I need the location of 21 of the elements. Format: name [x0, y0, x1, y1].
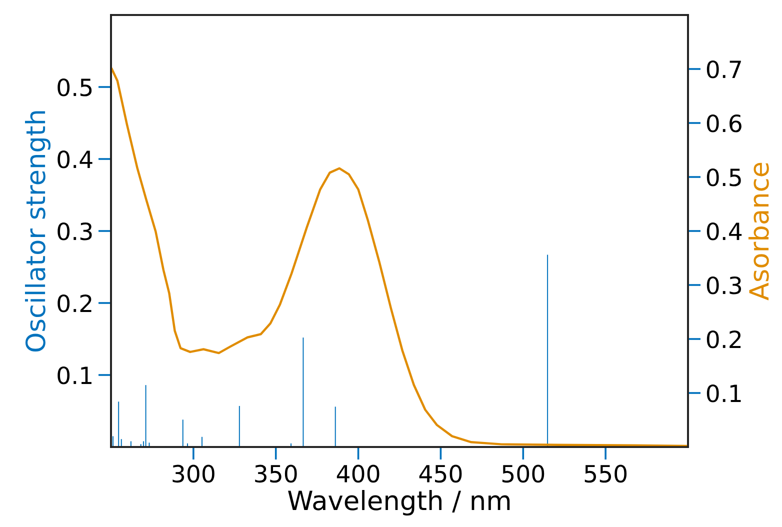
y2-tick-label: 0.1 [706, 384, 741, 402]
y-tick-label: 0.5 [58, 78, 92, 96]
y2-tick-label: 0.2 [706, 330, 741, 348]
x-tick-label: 450 [419, 464, 462, 483]
y-tick-label: 0.2 [58, 294, 92, 312]
y2-tick-label: 0.4 [706, 222, 742, 240]
y2-tick-label: 0.3 [706, 276, 742, 294]
x-tick-label: 550 [584, 464, 627, 483]
y2-axis-title: Asorbance [748, 162, 769, 300]
y-tick-label: 0.4 [58, 150, 92, 168]
x-tick-label: 400 [336, 464, 380, 483]
y2-tick-label: 0.6 [706, 114, 742, 132]
y-tick-label: 0.3 [58, 222, 92, 240]
y-tick-label: 0.1 [58, 366, 92, 384]
x-tick-label: 350 [255, 464, 297, 483]
y2-tick-label: 0.7 [706, 60, 741, 78]
x-tick-label: 300 [172, 464, 214, 483]
y-axis-title: Oscillator strength [24, 111, 51, 352]
y2-tick-label: 0.5 [706, 168, 741, 186]
x-tick-label: 500 [502, 464, 544, 483]
x-axis-title: Wavelength / nm [288, 490, 510, 516]
